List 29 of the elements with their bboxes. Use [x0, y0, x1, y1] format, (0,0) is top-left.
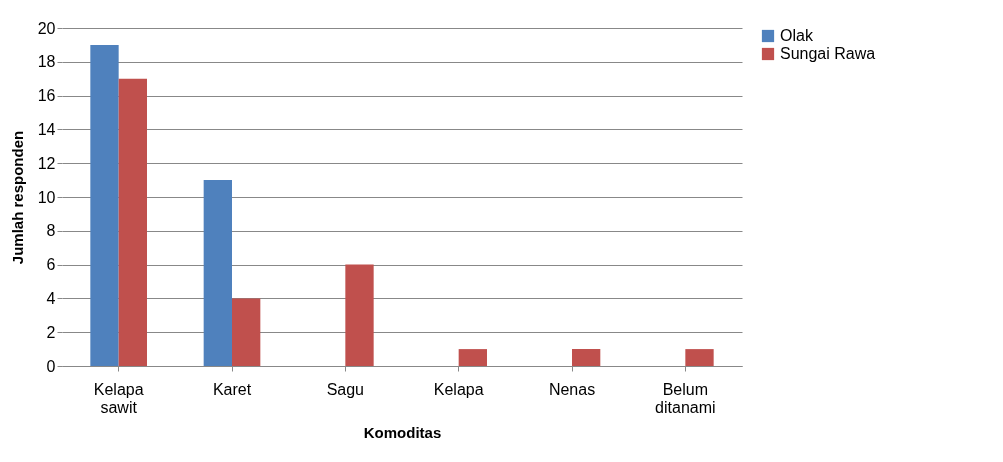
x-tick-label: Kelapa sawit — [93, 380, 144, 416]
x-tick-label: Kelapa — [433, 380, 484, 398]
x-tick-label: Belum ditanami — [655, 380, 716, 416]
bar — [685, 349, 714, 366]
y-tick-label: 8 — [46, 222, 56, 240]
y-tick-label: 16 — [37, 87, 56, 105]
y-tick-label: 6 — [46, 256, 56, 274]
bar — [203, 180, 232, 366]
bar — [458, 349, 487, 366]
y-tick-label: 18 — [37, 53, 56, 71]
y-tick-label: 4 — [46, 289, 56, 307]
bar — [118, 78, 147, 366]
x-tick-label: Sagu — [326, 380, 365, 398]
y-tick-label: 14 — [37, 120, 56, 138]
bar — [232, 298, 261, 366]
y-tick-label: 2 — [46, 323, 56, 341]
x-axis-title: Komoditas — [363, 423, 442, 441]
bar — [572, 349, 601, 366]
legend-label: Olak — [780, 27, 814, 44]
y-axis-title: Jumlah responden — [8, 130, 26, 265]
x-tick-label: Karet — [212, 380, 252, 398]
bar — [90, 44, 119, 366]
y-tick-label: 20 — [37, 19, 56, 37]
y-tick-label: 12 — [37, 154, 56, 172]
y-tick-label: 0 — [46, 357, 56, 375]
bar — [345, 264, 374, 366]
x-tick-label: Nenas — [548, 380, 596, 398]
legend-label: Sungai Rawa — [780, 45, 876, 62]
y-tick-label: 10 — [37, 188, 56, 206]
